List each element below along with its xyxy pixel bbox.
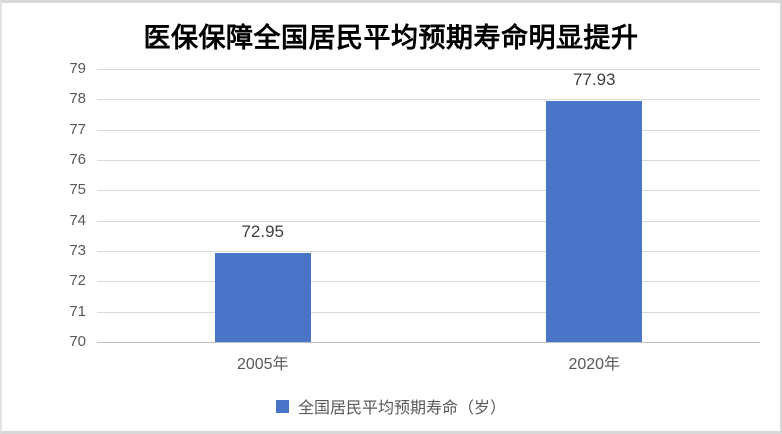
- x-axis-line: [97, 342, 760, 343]
- gridline: [97, 251, 760, 252]
- y-tick-label: 78: [69, 90, 86, 107]
- y-tick-label: 77: [69, 121, 86, 138]
- y-tick-label: 74: [69, 212, 86, 229]
- bar: [214, 252, 311, 342]
- plot-area: 70 71 72 73 74 75 76 77 78 79 72.95 2005年 77.93 2020年: [2, 3, 780, 431]
- gridline: [97, 221, 760, 222]
- value-label: 72.95: [241, 221, 285, 241]
- y-tick-label: 75: [69, 181, 86, 198]
- gridline: [97, 99, 760, 100]
- value-label: 77.93: [572, 70, 616, 90]
- y-tick-label: 72: [69, 272, 86, 289]
- gridline: [97, 312, 760, 313]
- y-tick-label: 76: [69, 151, 86, 168]
- y-tick-label: 73: [69, 242, 86, 259]
- gridline: [97, 190, 760, 191]
- chart-title: 医保保障全国居民平均预期寿命明显提升: [143, 23, 639, 53]
- bar: [546, 101, 643, 342]
- legend-swatch-icon: [275, 399, 289, 413]
- category-label: 2005年: [236, 356, 289, 373]
- category-label: 2020年: [568, 356, 621, 373]
- gridline: [97, 160, 760, 161]
- gridline: [97, 281, 760, 282]
- y-tick-label: 79: [69, 60, 86, 77]
- gridline: [97, 69, 760, 70]
- gridline: [97, 130, 760, 131]
- legend: 全国居民平均预期寿命（岁）: [2, 396, 780, 417]
- y-tick-label: 71: [69, 303, 86, 320]
- legend-label: 全国居民平均预期寿命（岁）: [297, 400, 506, 417]
- y-tick-label: 70: [69, 333, 86, 350]
